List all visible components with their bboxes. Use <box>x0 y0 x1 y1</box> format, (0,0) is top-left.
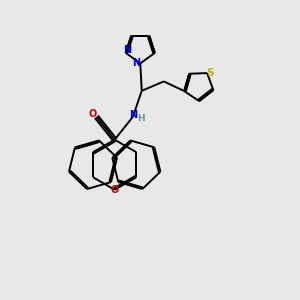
Text: O: O <box>110 185 119 195</box>
Text: N: N <box>132 58 140 68</box>
Text: N: N <box>129 110 138 120</box>
Text: O: O <box>88 110 97 119</box>
Text: H: H <box>137 114 145 123</box>
Text: N: N <box>123 45 131 55</box>
Text: S: S <box>206 68 214 78</box>
